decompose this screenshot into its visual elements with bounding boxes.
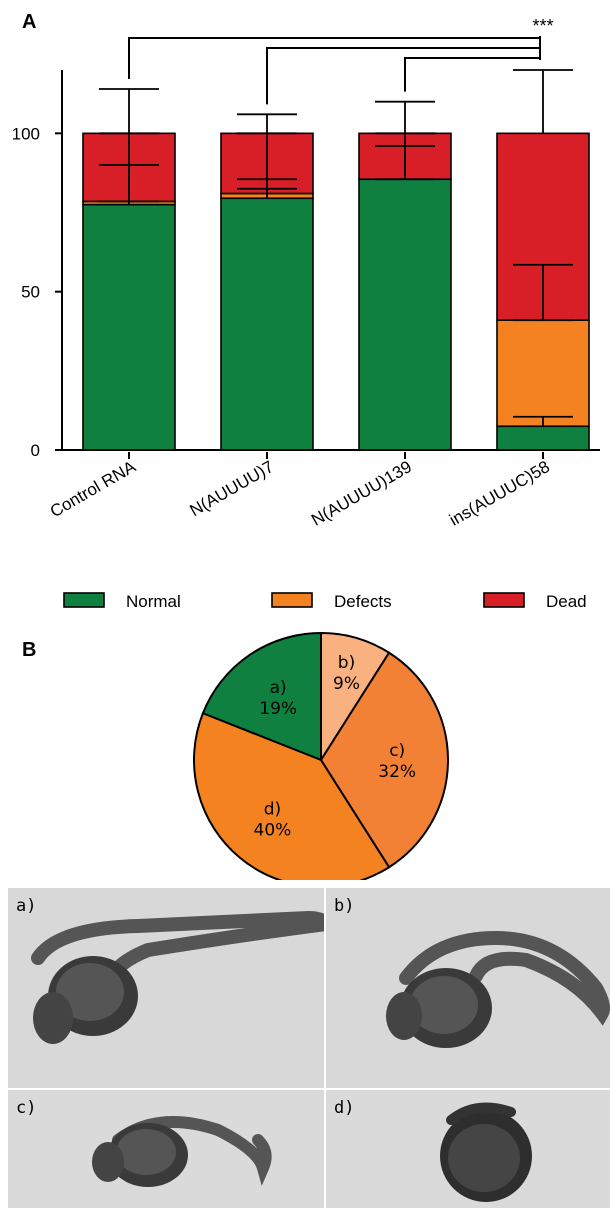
photo-label: d) — [334, 1098, 355, 1118]
y-tick-label: 50 — [21, 283, 40, 302]
pie-slice — [193, 711, 391, 880]
chart-legend: Normal Defects Dead — [63, 592, 587, 611]
legend-label: Normal — [126, 592, 181, 611]
legend-label: Defects — [334, 592, 392, 611]
embryo-drawing — [440, 1102, 532, 1202]
y-tick-label: 100 — [12, 124, 40, 143]
x-tick-label: ins(AUUUC)58 — [446, 457, 553, 530]
pie-slice — [319, 651, 449, 869]
pie-slice — [201, 631, 322, 762]
significance-bracket — [266, 47, 540, 105]
panel-a-letter: A — [22, 11, 36, 33]
bar-segment — [496, 319, 590, 428]
legend-label: Dead — [546, 592, 587, 611]
embryo-photo-c: c) — [8, 1090, 324, 1208]
x-tick-label: Control RNA — [47, 457, 140, 521]
legend-swatch — [483, 592, 525, 608]
embryo-photo-a: a) — [8, 888, 324, 1088]
panel-b-letter: B — [22, 639, 36, 661]
pie-slice-label: b) — [338, 653, 355, 673]
pie-slice-label: d) — [264, 800, 281, 820]
y-tick-label: 0 — [31, 441, 40, 460]
pie-slice-label: c) — [389, 741, 405, 761]
legend-swatch — [63, 592, 105, 608]
embryo-drawing — [386, 930, 610, 1048]
legend-swatch — [271, 592, 313, 608]
bar-segment — [220, 197, 314, 451]
photo-label: c) — [16, 1098, 37, 1118]
x-tick-label: N(AUUUU)7 — [187, 457, 277, 520]
figure-canvas: A 0 50 100 Control RNA N(AUUUU)7 N(AUUUU)139 i… — [12, 11, 600, 880]
pie-slice-percent: 19% — [259, 699, 297, 719]
bar-segment — [82, 203, 176, 451]
embryo-drawing — [92, 1116, 272, 1187]
stacked-bar-chart: 0 50 100 Control RNA N(AUUUU)7 N(AUUUU)139 ins… — [12, 16, 600, 530]
embryo-photo-d: d) — [326, 1090, 610, 1208]
bar-segment — [358, 178, 452, 451]
pie-slice-percent: 32% — [378, 762, 416, 782]
embryo-drawing — [31, 910, 324, 1044]
significance-stars: *** — [532, 16, 553, 36]
bar-segment — [496, 425, 590, 451]
pie-slice-percent: 9% — [333, 674, 360, 694]
pie-slice-label: a) — [270, 678, 287, 698]
embryo-photo-b: b) — [326, 888, 610, 1088]
photo-label: a) — [16, 896, 37, 916]
significance-bracket — [128, 37, 540, 79]
x-tick-label: N(AUUUU)139 — [308, 457, 415, 530]
significance-bracket — [404, 57, 540, 92]
photo-label: b) — [334, 896, 355, 916]
pie-slice-percent: 40% — [254, 821, 292, 841]
pie-chart: a)19% b)9% c)32% d)40% — [193, 631, 449, 880]
